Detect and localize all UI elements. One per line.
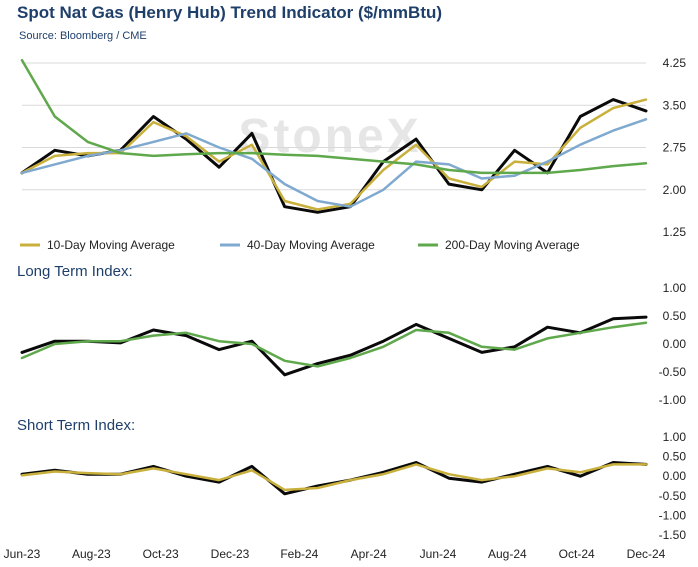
price-y-tick-label: 1.25 [663,225,687,239]
x-tick-label: Feb-24 [280,547,318,561]
short-y-tick-label: 0.00 [663,469,687,483]
long-y-tick-label: 0.50 [663,309,687,323]
price-series-line-40-day-moving-average [20,118,648,208]
price-y-tick-label: 4.25 [663,56,687,70]
short-series-line-spot [20,461,648,496]
long-series-line-spot [20,315,648,377]
x-tick-label: Oct-23 [143,547,179,561]
price-series-line-spot [20,98,648,214]
short-y-tick-label: -1.50 [659,528,687,542]
chart-title: Spot Nat Gas (Henry Hub) Trend Indicator… [17,3,443,22]
long-term-index-label: Long Term Index: [17,263,133,280]
long-y-tick-label: 1.00 [663,281,687,295]
price-y-tick-label: 2.75 [663,141,687,155]
long-y-tick-label: -1.00 [659,393,687,407]
x-tick-label: Aug-23 [72,547,111,561]
short-y-tick-label: -0.50 [659,489,687,503]
price-y-tick-label: 2.00 [663,183,687,197]
x-tick-label: Oct-24 [559,547,595,561]
short-term-index-label: Short Term Index: [17,417,136,434]
source-note: Source: Bloomberg / CME [19,30,147,42]
long-y-tick-label: -0.50 [659,365,687,379]
short-series-line-short_index [20,463,648,492]
x-tick-label: Dec-24 [627,547,666,561]
legend-label-ma200: 200-Day Moving Average [445,238,580,252]
legend-label-ma10: 10-Day Moving Average [47,238,175,252]
long-series-line-long_index [20,321,648,368]
x-tick-label: Aug-24 [488,547,527,561]
short-y-tick-label: -1.00 [659,508,687,522]
long-y-tick-label: 0.00 [663,337,687,351]
x-tick-label: Jun-23 [4,547,41,561]
short-y-tick-label: 0.50 [663,450,687,464]
price-series-line-200-day-moving-average [20,58,648,175]
legend-label-ma40: 40-Day Moving Average [247,238,375,252]
x-tick-label: Jun-24 [420,547,457,561]
x-tick-label: Dec-23 [211,547,250,561]
x-tick-label: Apr-24 [351,547,387,561]
short-y-tick-label: 1.00 [663,430,687,444]
price-y-tick-label: 3.50 [663,98,687,112]
